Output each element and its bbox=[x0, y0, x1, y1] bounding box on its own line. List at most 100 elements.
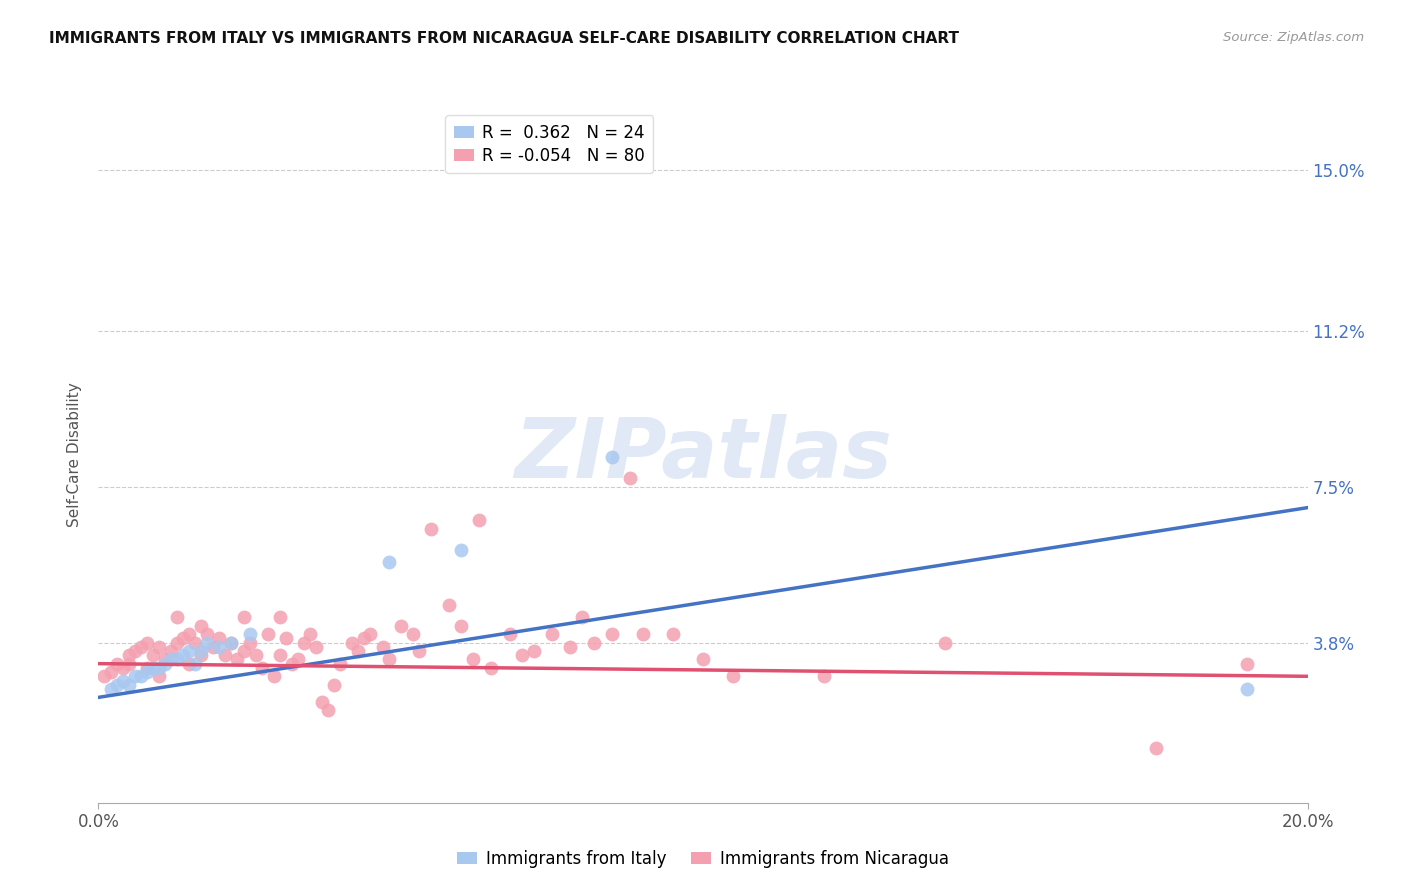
Point bbox=[148, 640, 170, 654]
Point bbox=[221, 635, 243, 649]
Point bbox=[360, 627, 382, 641]
Point bbox=[481, 661, 503, 675]
Point bbox=[389, 618, 412, 632]
Point bbox=[166, 610, 188, 624]
Point bbox=[190, 644, 212, 658]
Point bbox=[172, 632, 194, 646]
Point bbox=[135, 661, 157, 675]
Point bbox=[292, 635, 315, 649]
Point bbox=[934, 635, 956, 649]
Point bbox=[195, 627, 218, 641]
Point bbox=[190, 618, 212, 632]
Text: IMMIGRANTS FROM ITALY VS IMMIGRANTS FROM NICARAGUA SELF-CARE DISABILITY CORRELAT: IMMIGRANTS FROM ITALY VS IMMIGRANTS FROM… bbox=[49, 31, 959, 46]
Point bbox=[166, 652, 188, 666]
Point bbox=[179, 627, 201, 641]
Point bbox=[420, 522, 443, 536]
Point bbox=[602, 627, 624, 641]
Point bbox=[1236, 681, 1258, 696]
Point bbox=[299, 627, 322, 641]
Point bbox=[221, 635, 243, 649]
Point bbox=[226, 652, 249, 666]
Point bbox=[239, 627, 262, 641]
Point bbox=[195, 635, 218, 649]
Point bbox=[135, 665, 157, 679]
Point bbox=[287, 652, 309, 666]
Point bbox=[558, 640, 581, 654]
Point bbox=[510, 648, 533, 663]
Point bbox=[179, 657, 201, 671]
Point bbox=[583, 635, 606, 649]
Point bbox=[148, 661, 170, 675]
Y-axis label: Self-Care Disability: Self-Care Disability bbox=[67, 383, 83, 527]
Point bbox=[250, 661, 273, 675]
Point bbox=[184, 657, 207, 671]
Point bbox=[437, 598, 460, 612]
Point bbox=[105, 657, 128, 671]
Point bbox=[813, 669, 835, 683]
Legend: R =  0.362   N = 24, R = -0.054   N = 80: R = 0.362 N = 24, R = -0.054 N = 80 bbox=[446, 115, 652, 173]
Point bbox=[232, 610, 254, 624]
Point bbox=[377, 556, 399, 570]
Point bbox=[184, 635, 207, 649]
Point bbox=[468, 513, 491, 527]
Point bbox=[153, 657, 176, 671]
Point bbox=[166, 635, 188, 649]
Point bbox=[408, 644, 430, 658]
Point bbox=[281, 657, 304, 671]
Point bbox=[202, 640, 225, 654]
Point bbox=[124, 669, 146, 683]
Legend: Immigrants from Italy, Immigrants from Nicaragua: Immigrants from Italy, Immigrants from N… bbox=[451, 844, 955, 875]
Point bbox=[274, 632, 297, 646]
Point bbox=[129, 669, 152, 683]
Point bbox=[498, 627, 520, 641]
Point bbox=[148, 669, 170, 683]
Point bbox=[311, 695, 333, 709]
Point bbox=[142, 661, 165, 675]
Point bbox=[245, 648, 267, 663]
Point bbox=[190, 648, 212, 663]
Point bbox=[263, 669, 285, 683]
Point bbox=[124, 644, 146, 658]
Point bbox=[214, 648, 236, 663]
Point bbox=[619, 471, 641, 485]
Point bbox=[371, 640, 394, 654]
Point bbox=[450, 618, 472, 632]
Point bbox=[269, 648, 291, 663]
Point bbox=[239, 635, 262, 649]
Point bbox=[571, 610, 593, 624]
Text: Source: ZipAtlas.com: Source: ZipAtlas.com bbox=[1223, 31, 1364, 45]
Point bbox=[208, 640, 231, 654]
Point bbox=[540, 627, 562, 641]
Point bbox=[172, 648, 194, 663]
Point bbox=[323, 678, 346, 692]
Point bbox=[377, 652, 399, 666]
Point bbox=[269, 610, 291, 624]
Point bbox=[100, 665, 122, 679]
Point bbox=[256, 627, 278, 641]
Point bbox=[463, 652, 485, 666]
Point bbox=[93, 669, 115, 683]
Point bbox=[692, 652, 714, 666]
Point bbox=[723, 669, 745, 683]
Point bbox=[329, 657, 352, 671]
Point bbox=[153, 652, 176, 666]
Point bbox=[347, 644, 370, 658]
Point bbox=[631, 627, 654, 641]
Point bbox=[305, 640, 328, 654]
Point bbox=[105, 678, 128, 692]
Text: ZIPatlas: ZIPatlas bbox=[515, 415, 891, 495]
Point bbox=[232, 644, 254, 658]
Point bbox=[208, 632, 231, 646]
Point bbox=[100, 681, 122, 696]
Point bbox=[450, 542, 472, 557]
Point bbox=[118, 678, 141, 692]
Point bbox=[118, 648, 141, 663]
Point bbox=[602, 450, 624, 464]
Point bbox=[342, 635, 364, 649]
Point bbox=[142, 648, 165, 663]
Point bbox=[135, 635, 157, 649]
Point bbox=[353, 632, 375, 646]
Point bbox=[111, 673, 134, 688]
Point bbox=[1236, 657, 1258, 671]
Point bbox=[662, 627, 685, 641]
